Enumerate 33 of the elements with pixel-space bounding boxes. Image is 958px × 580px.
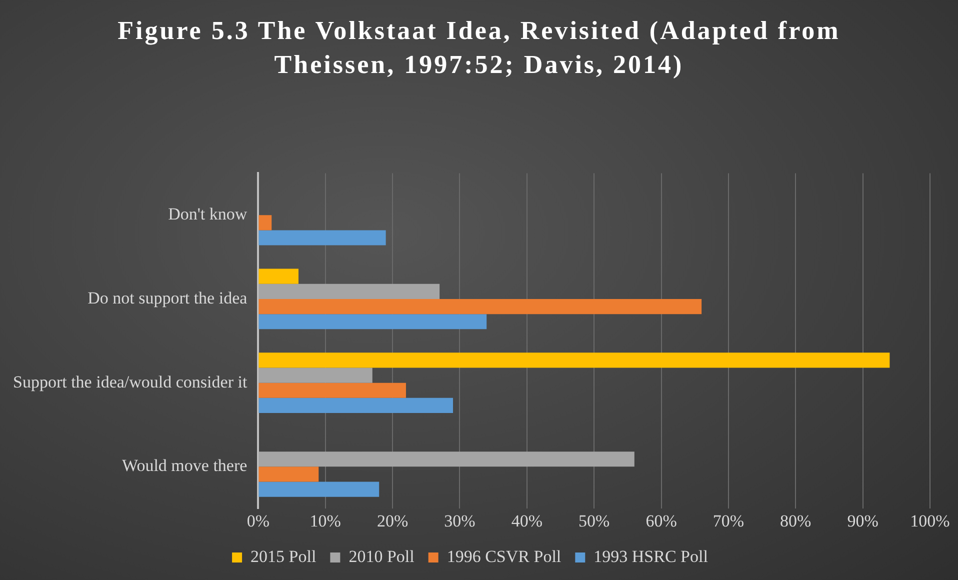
x-tick-label: 20%	[376, 511, 408, 530]
y-tick-label: Don't know	[168, 204, 248, 224]
bar	[258, 382, 406, 398]
x-tick-label: 10%	[310, 511, 341, 530]
bar	[258, 314, 487, 330]
x-tick-label: 70%	[712, 511, 744, 530]
y-tick-label: Would move there	[122, 456, 248, 476]
x-tick-label: 40%	[511, 511, 542, 530]
x-tick-label: 30%	[444, 511, 476, 530]
x-tick-label: 90%	[847, 511, 878, 530]
bar	[258, 452, 634, 467]
x-tick-label: 0%	[246, 511, 270, 530]
y-tick-label: Support the idea/would consider it	[12, 372, 248, 392]
y-tick-label: Do not support the idea	[88, 288, 248, 308]
x-tick-label: 50%	[578, 511, 610, 530]
legend-label: 1996 CSVR Poll	[446, 546, 562, 566]
bar	[258, 352, 890, 368]
x-tick-label: 60%	[646, 511, 677, 530]
bar	[258, 298, 702, 314]
chart-title: Figure 5.3 The Volkstaat Idea, Revisited (Adapted from Theissen, 1997:52; Davis, 2014)	[116, 15, 842, 81]
x-tick-label: 100%	[910, 511, 950, 530]
bar	[258, 284, 440, 299]
legend-label: 2010 Poll	[348, 546, 415, 566]
bar	[258, 398, 454, 414]
bar	[258, 215, 272, 230]
legend-label: 2015 Poll	[250, 546, 316, 566]
x-tick-label: 80%	[780, 511, 812, 530]
legend-label: 1993 HSRC Poll	[594, 546, 708, 566]
bar	[258, 268, 298, 284]
bar	[258, 230, 386, 246]
bar	[258, 368, 372, 383]
bar	[258, 482, 380, 497]
bar	[258, 466, 319, 482]
